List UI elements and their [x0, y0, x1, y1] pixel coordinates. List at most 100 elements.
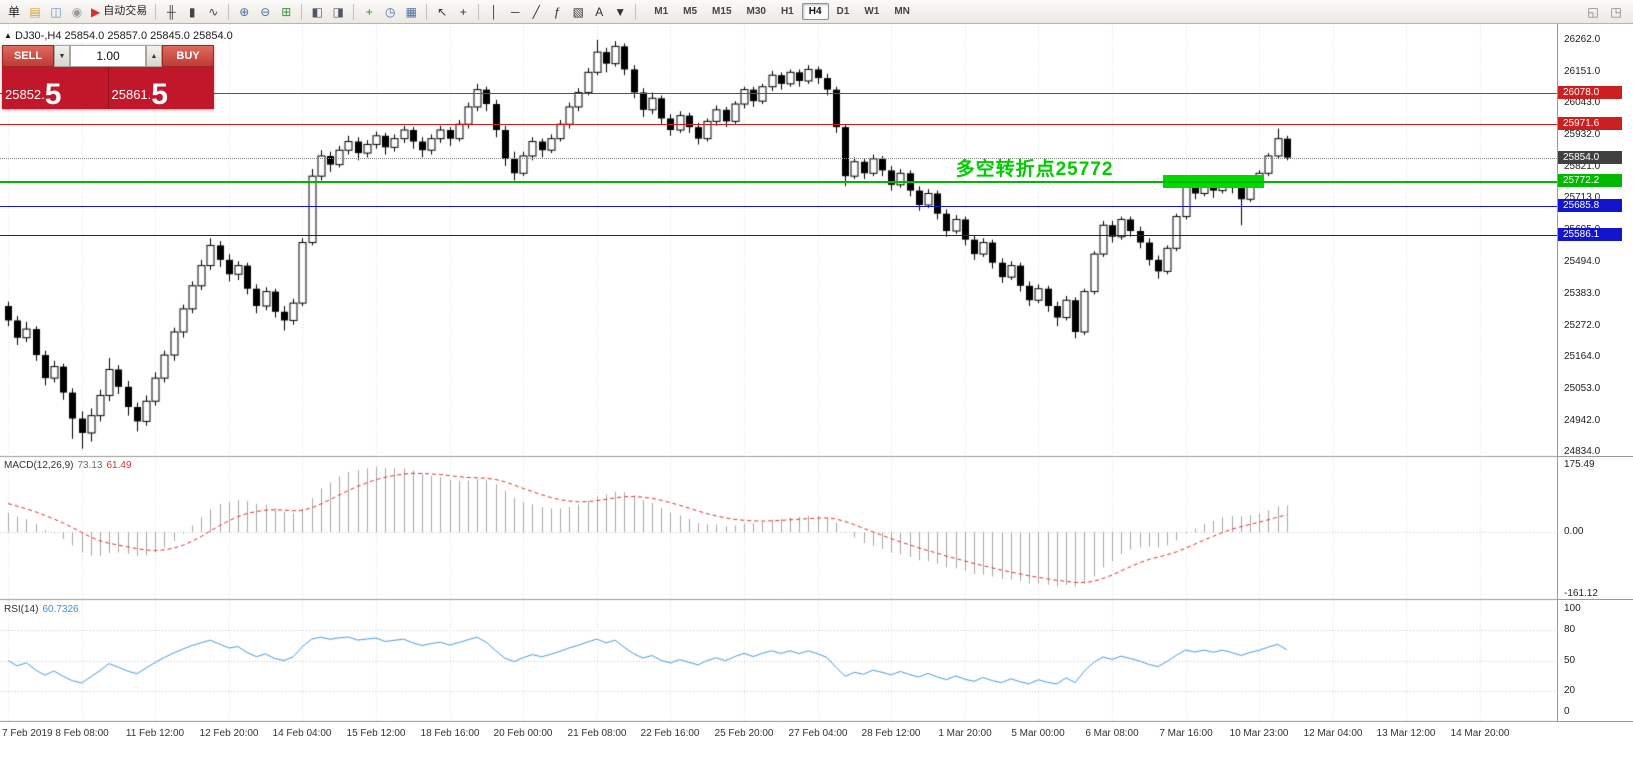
cursor-icon[interactable]: ↖	[437, 4, 448, 19]
price-axis-tick: 25494.0	[1564, 256, 1601, 267]
price-axis-tick: 26262.0	[1564, 34, 1601, 45]
arrow-tool-icon[interactable]: ▼	[614, 4, 627, 19]
timeframe-button-m5[interactable]: M5	[683, 6, 698, 17]
timeframe-button-d1[interactable]: D1	[836, 6, 850, 17]
profile-icon[interactable]: ◫	[50, 4, 62, 19]
zoom-out-icon[interactable]: ⊖	[260, 4, 271, 19]
support-line[interactable]	[0, 235, 1557, 236]
layers-icon[interactable]: ▤	[29, 4, 41, 19]
crosshair-icon[interactable]: +	[459, 4, 467, 19]
trendline-icon[interactable]: ╱	[532, 4, 540, 19]
price-axis-tick: 25932.0	[1564, 129, 1601, 140]
price-axis-tick: 24942.0	[1564, 415, 1601, 426]
buy-price-main: 25861.	[111, 87, 152, 102]
volume-up-button[interactable]: ▲	[146, 45, 162, 67]
fibonacci-icon[interactable]: ƒ	[553, 4, 561, 19]
chart-title: DJ30-,H4 25854.0 25857.0 25845.0 25854.0	[15, 30, 233, 42]
toolbar-separator	[155, 3, 157, 20]
new-window-icon[interactable]: ◳	[1610, 4, 1622, 19]
timeframe-button-m15[interactable]: M15	[712, 6, 732, 17]
price-chart: ▲ DJ30-,H4 25854.0 25857.0 25845.0 25854…	[0, 24, 1557, 722]
zoom-in-icon[interactable]: ⊕	[239, 4, 250, 19]
buy-price-big-digit: 5	[151, 77, 168, 111]
price-axis-tick: 25164.0	[1564, 351, 1601, 362]
time-axis-label: 6 Mar 08:00	[1085, 728, 1139, 739]
time-axis-label: 13 Mar 12:00	[1376, 728, 1436, 739]
macd-axis-tick: 0.00	[1564, 526, 1584, 537]
toolbar-separator	[426, 3, 428, 20]
one-click-panel-toggle-icon[interactable]: ▲	[4, 31, 12, 40]
pane-separator	[1558, 721, 1633, 722]
pane-separator	[1558, 599, 1633, 600]
chart-settings-icon[interactable]: ▦	[405, 4, 417, 19]
timeframe-button-m30[interactable]: M30	[746, 6, 766, 17]
restore-window-icon[interactable]: ◱	[1587, 4, 1599, 19]
price-axis-tick: 25383.0	[1564, 288, 1601, 299]
price-axis-tick: 25053.0	[1564, 383, 1601, 394]
buy-price-tile[interactable]: 25861. 5	[108, 67, 214, 111]
new-chart-icon[interactable]: +	[365, 4, 373, 19]
rsi-axis-tick: 80	[1564, 624, 1576, 635]
resistance-price-tag: 26078.0	[1558, 86, 1622, 99]
one-click-trading-panel: SELL ▼ 1.00 ▲ BUY 25852. 5 25861. 5	[2, 45, 214, 109]
time-axis-label: 28 Feb 12:00	[861, 728, 921, 739]
chart-canvas[interactable]	[0, 24, 1557, 722]
text-tool-icon[interactable]: A	[595, 4, 604, 19]
candles-chart-icon[interactable]: ▮	[188, 4, 196, 19]
resistance-line[interactable]	[0, 93, 1557, 94]
time-axis-label: 27 Feb 04:00	[788, 728, 848, 739]
current-line[interactable]	[0, 158, 1557, 159]
pane-separator	[1558, 456, 1633, 457]
support-line[interactable]	[0, 206, 1557, 207]
volume-down-button[interactable]: ▼	[54, 45, 70, 67]
price-axis[interactable]: 26262.0 26151.0 26043.0 25932.0 25821.0 25713…	[1557, 24, 1633, 722]
timeframe-button-w1[interactable]: W1	[864, 6, 880, 17]
refresh-icon[interactable]: ◷	[384, 4, 396, 19]
time-axis-label: 20 Feb 00:00	[493, 728, 553, 739]
toolbar-separator	[301, 3, 303, 20]
time-axis-label: 11 Feb 12:00	[125, 728, 185, 739]
horizontal-line-icon[interactable]: ─	[510, 4, 520, 19]
rsi-value: 60.7326	[42, 604, 79, 615]
volume-input[interactable]: 1.00	[70, 45, 146, 67]
time-axis-label: 8 Feb 08:00	[55, 728, 109, 739]
timeframe-button-m1[interactable]: M1	[654, 6, 669, 17]
window-controls: ◱ ◳	[1583, 2, 1626, 22]
time-axis-label: 5 Mar 00:00	[1011, 728, 1065, 739]
cascade-windows-icon[interactable]: ◧	[311, 4, 323, 19]
time-axis[interactable]: 7 Feb 2019 8 Feb 08:00 11 Feb 12:00 12 Feb …	[0, 722, 1633, 748]
price-axis-tick: 26043.0	[1564, 97, 1601, 108]
resistance-line[interactable]	[0, 124, 1557, 125]
timeframe-button-h1[interactable]: H1	[780, 6, 794, 17]
tile-horizontal-icon[interactable]: ◨	[332, 4, 344, 19]
sell-price-tile[interactable]: 25852. 5	[2, 67, 109, 109]
vertical-line-icon[interactable]: │	[490, 4, 498, 19]
macd-main-value: 73.13	[77, 460, 103, 471]
sell-button[interactable]: SELL	[2, 45, 54, 67]
macd-name: MACD(12,26,9)	[4, 460, 74, 471]
rsi-axis-tick: 100	[1564, 603, 1581, 614]
new-order-button[interactable]: 单	[7, 4, 20, 19]
macd-indicator-label: MACD(12,26,9) 73.13 61.49	[4, 460, 132, 471]
price-axis-tick: 25272.0	[1564, 320, 1601, 331]
support-price-tag: 25586.1	[1558, 228, 1622, 241]
time-axis-label: 18 Feb 16:00	[420, 728, 480, 739]
time-axis-label: 1 Mar 20:00	[938, 728, 992, 739]
macd-signal-value: 61.49	[106, 460, 132, 471]
bars-chart-icon[interactable]: ╫	[166, 4, 176, 19]
line-chart-icon[interactable]: ∿	[208, 4, 219, 19]
toolbar-separator	[635, 3, 637, 20]
time-axis-label: 12 Feb 20:00	[199, 728, 259, 739]
timeframe-button-h4[interactable]: H4	[801, 3, 829, 20]
tile-windows-icon[interactable]: ⊞	[281, 4, 292, 19]
time-axis-label: 14 Feb 04:00	[272, 728, 332, 739]
pivot-annotation-text[interactable]: 多空转折点25772	[955, 159, 1114, 180]
shapes-icon[interactable]: ▧	[572, 4, 584, 19]
price-axis-tick: 25821.0	[1564, 161, 1601, 172]
autotrading-button[interactable]: ▶ 自动交易	[91, 4, 148, 19]
timeframe-button-mn[interactable]: MN	[894, 6, 910, 17]
pivot-line[interactable]	[0, 181, 1557, 183]
buy-button[interactable]: BUY	[162, 45, 214, 67]
info-icon[interactable]: ◉	[71, 4, 83, 19]
time-axis-label: 15 Feb 12:00	[346, 728, 406, 739]
